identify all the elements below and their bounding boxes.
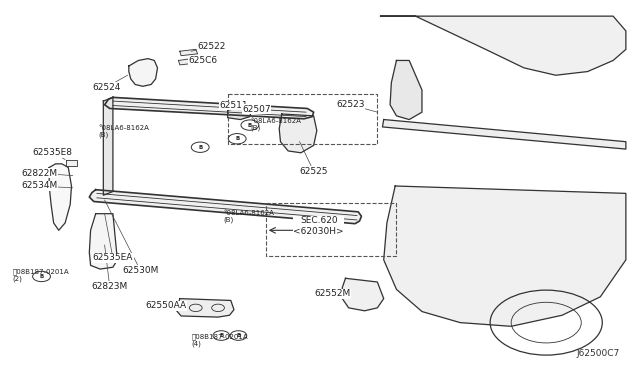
Text: B: B <box>219 333 223 338</box>
Polygon shape <box>180 49 198 56</box>
Polygon shape <box>103 97 113 195</box>
Text: B: B <box>198 145 202 150</box>
Polygon shape <box>49 164 72 230</box>
Text: °08LA6-8162A
(B): °08LA6-8162A (B) <box>250 118 301 131</box>
Text: °08LA6-8162A
(B): °08LA6-8162A (B) <box>223 209 274 223</box>
Text: 625C6: 625C6 <box>188 56 218 65</box>
Polygon shape <box>381 16 626 75</box>
Polygon shape <box>228 107 251 119</box>
Polygon shape <box>383 119 626 149</box>
Circle shape <box>33 271 51 282</box>
Polygon shape <box>90 190 362 224</box>
Text: 62530M: 62530M <box>122 266 159 275</box>
Text: 62535E8: 62535E8 <box>33 148 72 157</box>
Polygon shape <box>129 59 157 86</box>
Circle shape <box>228 134 246 144</box>
Circle shape <box>241 120 259 130</box>
Text: J62500C7: J62500C7 <box>576 349 620 358</box>
Polygon shape <box>179 59 193 65</box>
Polygon shape <box>279 114 317 153</box>
Polygon shape <box>104 97 314 119</box>
Text: 62534M: 62534M <box>22 182 58 190</box>
Text: 62507: 62507 <box>242 105 271 114</box>
Polygon shape <box>384 186 626 326</box>
Text: °08LA6-8162A
(B): °08LA6-8162A (B) <box>99 125 149 138</box>
Text: 62823M: 62823M <box>92 282 128 291</box>
Text: 62524: 62524 <box>92 83 121 92</box>
Text: 62822M: 62822M <box>22 169 58 177</box>
Text: 62523: 62523 <box>337 100 365 109</box>
Text: 62522: 62522 <box>198 42 226 51</box>
Text: 62511: 62511 <box>220 101 248 110</box>
Text: SEC.620
<62030H>: SEC.620 <62030H> <box>293 216 344 235</box>
Text: 08B187-0201A
(2): 08B187-0201A (2) <box>13 268 70 282</box>
Text: B: B <box>40 274 44 279</box>
Circle shape <box>191 142 209 153</box>
Text: 62552M: 62552M <box>315 289 351 298</box>
Text: 08B187-0201A
(4): 08B187-0201A (4) <box>191 333 248 347</box>
Text: 62535EA: 62535EA <box>93 253 133 263</box>
Circle shape <box>230 331 246 340</box>
Polygon shape <box>177 299 234 317</box>
Circle shape <box>213 331 230 340</box>
Text: B: B <box>235 136 239 141</box>
Polygon shape <box>342 278 384 311</box>
Polygon shape <box>90 214 117 269</box>
Text: 62525: 62525 <box>300 167 328 176</box>
Text: B: B <box>248 123 252 128</box>
Text: 62550AA: 62550AA <box>145 301 186 311</box>
Polygon shape <box>390 61 422 119</box>
Text: B: B <box>236 333 241 338</box>
Polygon shape <box>67 160 77 166</box>
